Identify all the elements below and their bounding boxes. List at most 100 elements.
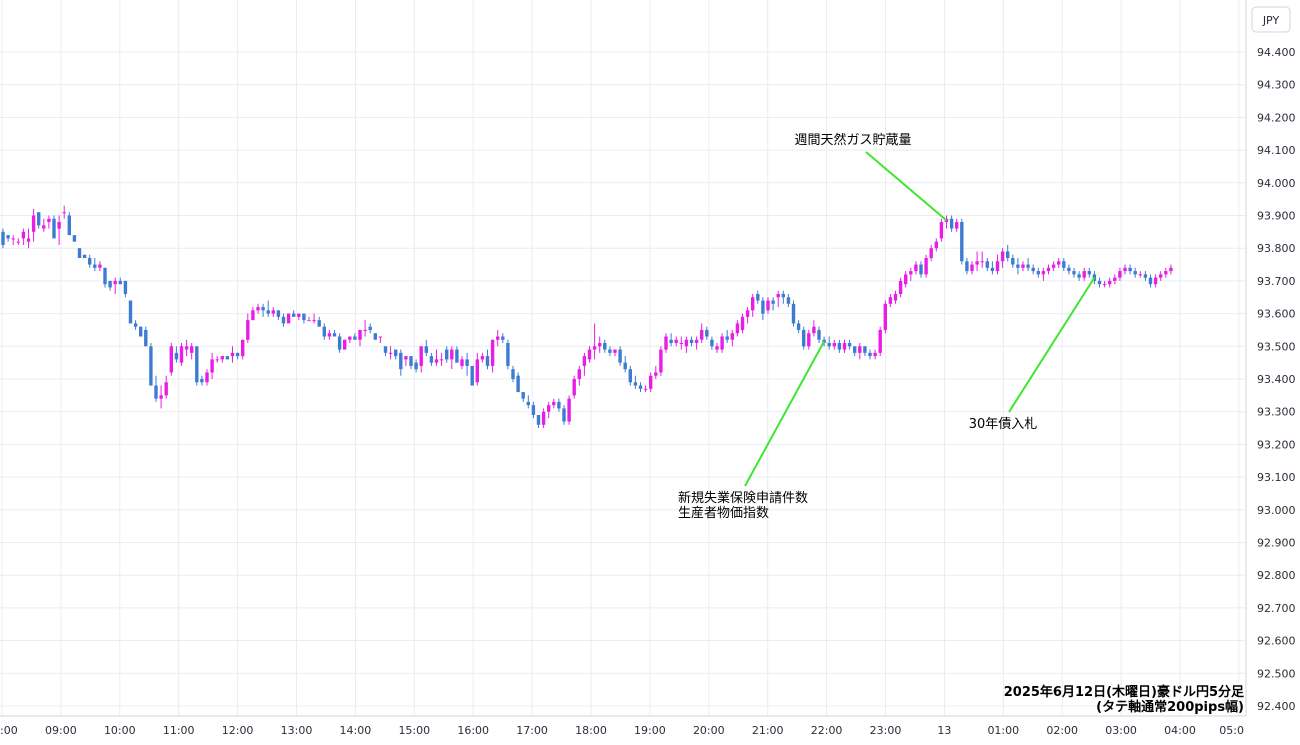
candle-body [490,339,495,366]
candle-body [1118,271,1122,278]
candle [200,375,204,386]
price-tick-label: 94.400 [1257,46,1296,59]
candle-body [817,329,821,340]
candle-body [297,313,301,317]
price-tick-label: 93.700 [1257,275,1296,288]
annotation-line-30y-bond-auction [1008,277,1096,413]
candle [771,297,775,311]
candle [113,277,117,294]
candle-body [383,346,388,353]
candle-body [118,280,122,285]
candle-body [730,333,734,340]
candle-body [42,225,46,229]
candle [1016,258,1020,275]
candle-body [230,352,235,357]
candle [715,343,719,353]
candle-body [587,349,592,360]
price-tick-label: 92.600 [1257,635,1296,648]
candle-body [1087,271,1091,275]
candle-body [572,379,576,396]
candle [659,346,663,376]
candle [1087,267,1091,278]
candle-body [822,339,826,344]
candle [312,313,316,324]
candle [679,336,683,350]
candle-body [1159,274,1163,278]
candle [215,356,219,363]
candle [88,254,92,268]
candle [873,349,877,360]
candle [863,346,867,357]
candle-body [455,349,459,363]
candle-body [149,346,153,386]
candle-body [363,329,367,331]
candle-body [975,261,979,265]
candle [256,303,260,314]
currency-unit-box[interactable] [1251,6,1291,33]
candle [893,290,898,304]
candle [572,375,576,399]
candle [327,329,332,340]
candle [786,293,791,308]
candle-body [914,264,918,272]
candle-body [98,264,102,268]
candle [373,333,377,340]
candle-body [31,215,36,232]
candle-body [664,336,668,350]
candle-body [934,241,938,249]
price-axis: 94.400 94.300 94.200 94.100 94.000 93.900 93.8… [1257,46,1296,713]
candle [271,307,275,317]
time-tick-label: :00 [0,724,18,737]
candle-body [6,235,10,239]
candle-body [919,264,923,275]
candle-body [638,385,643,389]
candle [1082,267,1086,281]
candle [424,339,428,357]
candle [689,336,694,347]
candle-body [965,261,969,272]
candle [914,261,918,275]
candle [82,254,87,259]
candle [174,346,179,363]
candle-body [271,310,275,314]
candle [281,313,286,327]
candle-body [450,349,454,360]
candle [587,346,592,363]
candle-body [598,343,602,347]
price-tick-label: 94.000 [1257,177,1296,190]
candle [960,218,964,265]
candle [445,346,449,363]
candle [485,349,490,370]
candle [388,346,393,360]
candle-body [337,336,342,350]
candle [52,215,56,239]
candle [883,300,887,334]
candle-body [562,408,566,422]
candle [1036,267,1040,278]
candle-body [689,339,694,344]
candle-body [26,238,31,242]
candle-body [445,349,449,360]
time-axis: :00 09:00 10:00 11:00 12:00 13:00 14:00 15:00 16… [0,724,1244,737]
price-tick-label: 93.200 [1257,438,1296,451]
candle-body [511,369,515,379]
candle [1006,244,1010,262]
candle [1138,271,1142,278]
candle [735,320,740,337]
time-tick-label: 13:00 [281,724,313,737]
candle-body [108,280,112,288]
candle-body [322,326,326,337]
candle-body [694,339,699,344]
candle [1169,264,1173,275]
candle [536,414,541,429]
candle-body [1123,267,1127,272]
candle [608,346,612,357]
candle-body [501,336,505,340]
candle-body [786,297,791,304]
candle [11,235,15,245]
candle [888,293,893,308]
candle-body [414,362,418,370]
candle-body [373,333,377,340]
candle-body [215,359,219,361]
candle-body [358,329,362,340]
